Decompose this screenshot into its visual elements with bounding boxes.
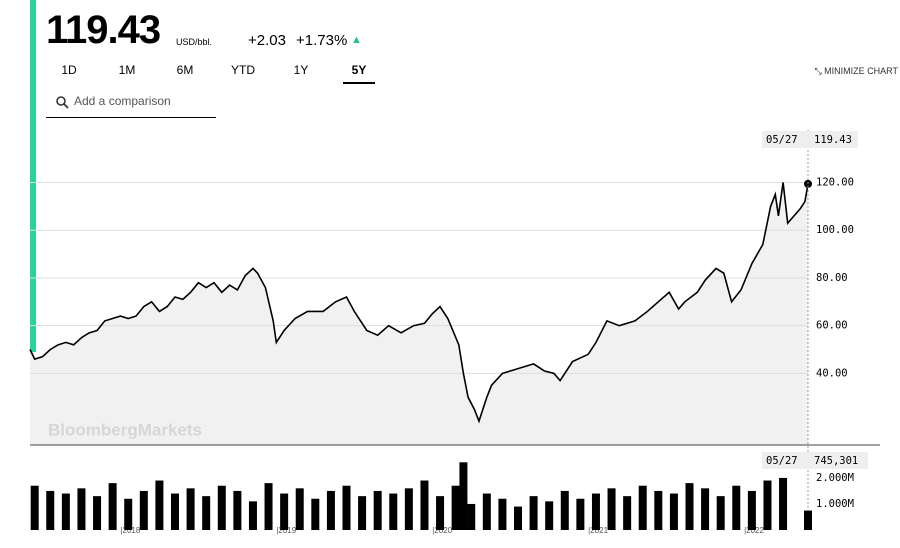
x-tick-label: |2022 <box>744 526 764 535</box>
volume-bar <box>514 506 523 530</box>
flag-bg <box>762 131 858 148</box>
volume-bar <box>591 493 600 530</box>
volume-bar <box>482 493 491 530</box>
volume-bar <box>46 490 55 530</box>
minimize-chart[interactable]: ⤡ MINIMIZE CHART <box>814 66 898 76</box>
x-tick-label: |2020 <box>432 526 452 535</box>
range-tab[interactable]: 5Y <box>343 63 375 84</box>
volume-bar <box>669 493 678 530</box>
change: +2.03 <box>248 32 286 49</box>
y-tick-label: 40.00 <box>816 367 848 379</box>
change-pct: +1.73% <box>296 32 348 49</box>
range-tab[interactable]: 1Y <box>293 63 309 77</box>
volume-bar <box>701 488 710 530</box>
volume-bar <box>155 480 164 530</box>
volume-bar <box>373 490 382 530</box>
unit: USD/bbl. <box>176 37 213 47</box>
last-date: 05/27 <box>766 455 798 467</box>
volume-bar <box>576 498 585 530</box>
range-tab[interactable]: 6M <box>176 63 194 77</box>
volume-bar <box>498 498 507 530</box>
volume-bar <box>342 485 351 530</box>
range-tabs: 1D 1M 6M YTD 1Y 5Y <box>40 63 388 84</box>
search-placeholder: Add a comparison <box>74 94 171 108</box>
accent-bar <box>30 0 36 352</box>
volume-bar <box>108 483 117 530</box>
volume-bar <box>607 488 616 530</box>
volume-bar <box>804 510 812 530</box>
range-tab[interactable]: YTD <box>231 63 255 77</box>
y-tick-label: 2.000M <box>816 472 854 484</box>
volume-bar <box>545 501 554 530</box>
volume-bar <box>459 462 468 530</box>
volume-bar <box>311 498 320 530</box>
y-tick-label: 80.00 <box>816 272 848 284</box>
last-value: 119.43 <box>814 134 852 146</box>
volume-bar <box>77 488 86 530</box>
volume-bar <box>529 496 538 530</box>
range-tab[interactable]: 1D <box>61 63 77 77</box>
volume-bar <box>763 480 772 530</box>
y-tick-label: 120.00 <box>816 177 854 189</box>
volume-bar <box>233 490 242 530</box>
volume-bar <box>358 496 367 530</box>
volume-bar <box>779 477 788 530</box>
price-line <box>29 182 809 424</box>
volume-bar <box>389 493 398 530</box>
volume-bar <box>654 490 663 530</box>
volume-bar <box>202 496 211 530</box>
volume-bar <box>264 483 273 530</box>
volume-bar <box>217 485 226 530</box>
range-tab[interactable]: 1M <box>118 63 136 77</box>
up-arrow: ▲ <box>351 34 362 46</box>
volume-bar <box>467 503 476 530</box>
volume-bar <box>732 485 741 530</box>
volume-bar <box>61 493 70 530</box>
x-tick-label: |2021 <box>588 526 608 535</box>
volume-bar <box>404 488 413 530</box>
volume-bar <box>747 490 756 530</box>
volume-bar <box>326 490 335 530</box>
volume-bar <box>420 480 429 530</box>
last-date: 05/27 <box>766 134 798 146</box>
volume-bar <box>280 493 289 530</box>
last-volume: 745,301 <box>814 455 858 467</box>
volume-bar <box>685 483 694 530</box>
x-tick-label: |2019 <box>276 526 296 535</box>
volume-bar <box>124 498 133 530</box>
volume-bar <box>186 488 195 530</box>
y-tick-label: 1.000M <box>816 498 854 510</box>
area <box>30 182 808 445</box>
watermark: BloombergMarkets <box>48 420 202 439</box>
volume-bar <box>139 490 148 530</box>
flag-bg <box>762 452 868 469</box>
volume-bar <box>93 496 102 530</box>
comparison-search[interactable]: Add a comparison <box>46 90 216 118</box>
x-tick-label: |2018 <box>120 526 140 535</box>
volume-bar <box>295 488 304 530</box>
volume-bar <box>170 493 179 530</box>
y-tick-label: 100.00 <box>816 224 854 236</box>
volume-bar <box>451 485 460 530</box>
volume-bar <box>638 485 647 530</box>
volume-bar <box>436 496 445 530</box>
price: 119.43 <box>46 8 161 52</box>
volume-bar <box>560 490 569 530</box>
volume-bar <box>623 496 632 530</box>
minimize-label[interactable]: MINIMIZE CHART <box>824 66 898 76</box>
volume-bar <box>30 485 39 530</box>
search-icon <box>56 96 69 109</box>
y-tick-label: 60.00 <box>816 320 848 332</box>
volume-bar <box>716 496 725 530</box>
volume-bar <box>248 501 257 530</box>
